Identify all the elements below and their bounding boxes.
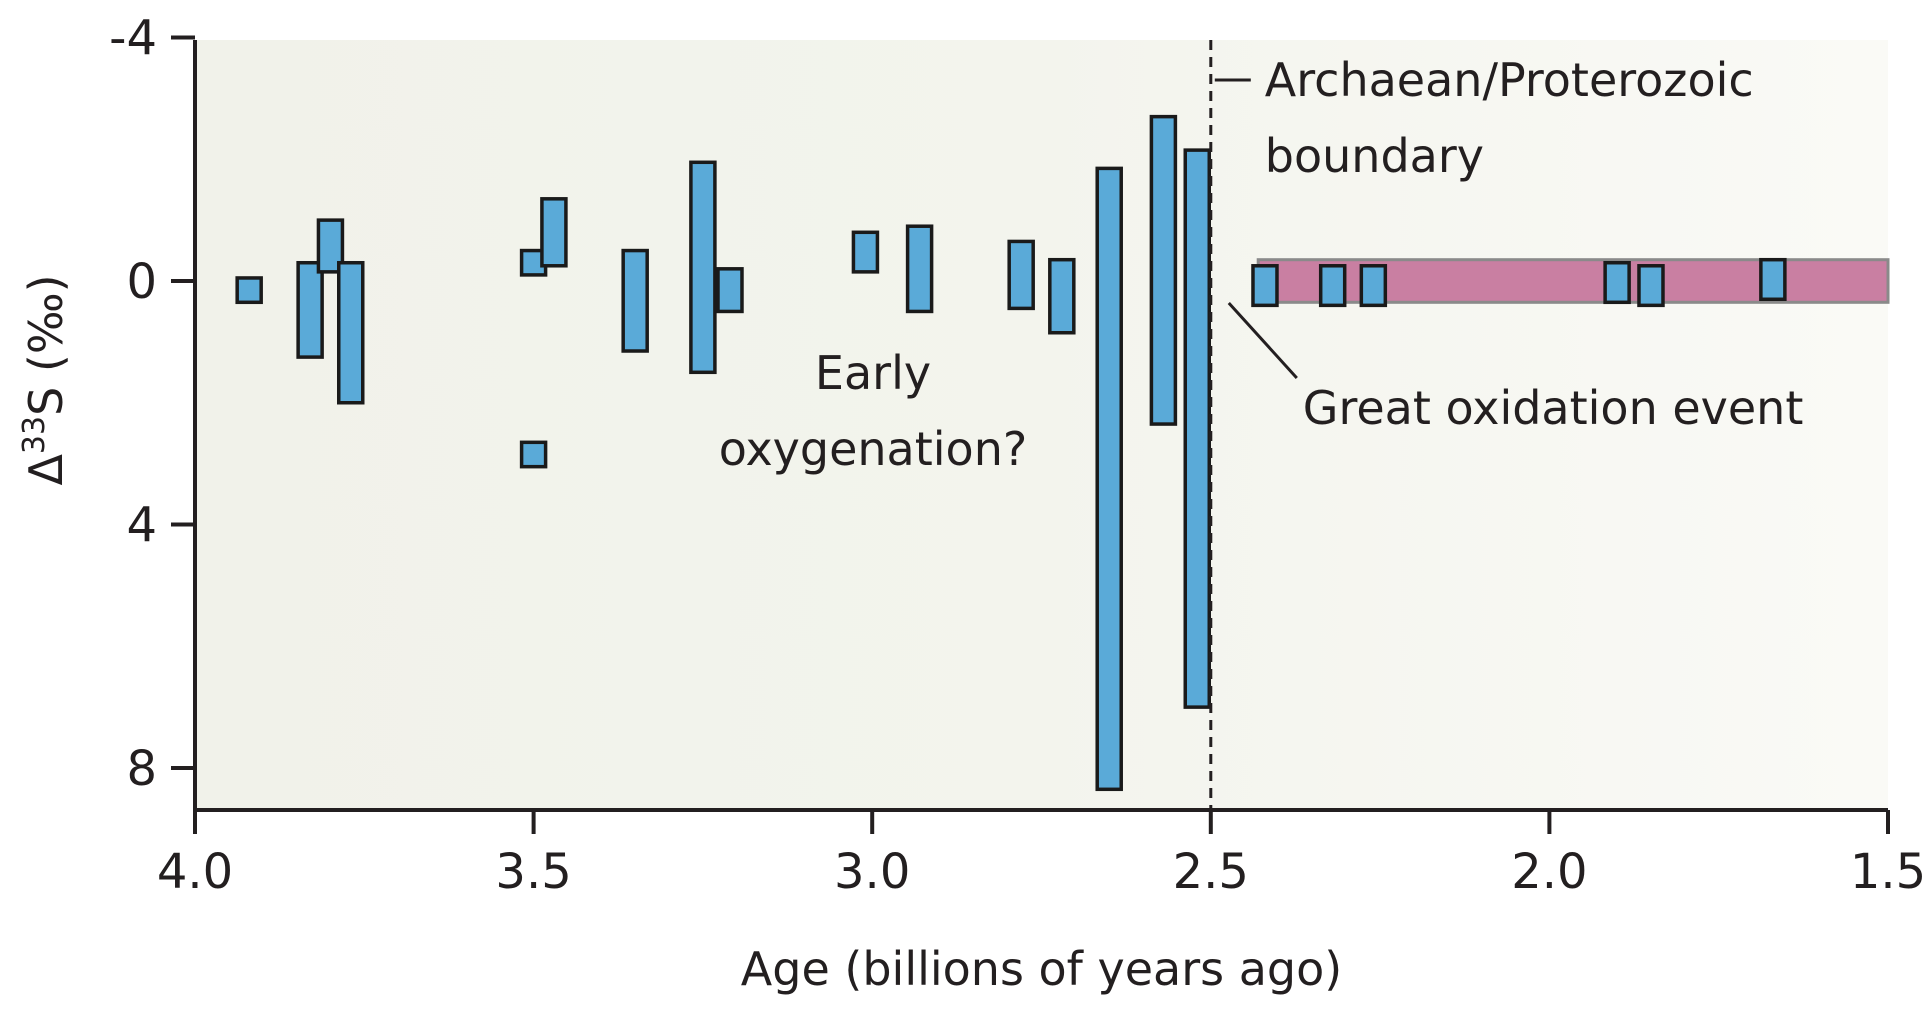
x-tick-label-3.5: 3.5: [495, 844, 571, 900]
range-bar-10: [716, 267, 744, 314]
early-oxygenation-annotation-line1: Early: [815, 346, 931, 400]
range-bar-23: [1759, 257, 1787, 302]
bars-group: [235, 114, 1787, 792]
range-bar-9: [689, 160, 717, 375]
x-ticks-group: 4.0 3.5 3.0 2.5 2.0 1.5: [157, 810, 1926, 900]
range-bar-21: [1603, 260, 1631, 305]
range-bar-1: [235, 276, 263, 305]
x-tick-label-1.5: 1.5: [1850, 844, 1926, 900]
proterozoic-band: [1256, 258, 1890, 304]
y-tick-label-8: 8: [126, 741, 157, 797]
range-bar-11: [851, 230, 880, 274]
axes-group: [193, 40, 1888, 812]
range-bar-17: [1183, 148, 1212, 709]
range-bar-8: [621, 248, 649, 353]
range-bar-13: [1007, 239, 1035, 311]
y-axis-title: Δ33S (‰): [17, 274, 73, 485]
range-bar-16: [1149, 114, 1178, 426]
y-tick-label-4: 4: [126, 498, 157, 554]
range-bar-19: [1318, 264, 1347, 308]
y-axis-title-superscript: 33: [17, 416, 52, 454]
y-axis-title-rest: S (‰): [19, 274, 73, 415]
boundary-annotation-line1: Archaean/Proterozoic: [1265, 53, 1754, 107]
x-axis-title: Age (billions of years ago): [741, 942, 1342, 996]
range-bar-7: [519, 440, 548, 469]
y-ticks-group: -4 0 4 8: [109, 11, 195, 797]
range-bar-2: [296, 260, 324, 359]
y-axis-title-delta: Δ: [19, 454, 73, 486]
y-tick-label--4: -4: [109, 11, 157, 67]
range-bar-22: [1637, 264, 1665, 308]
range-bar-6: [540, 197, 568, 268]
plot-background: [195, 40, 1888, 810]
range-bar-18: [1251, 264, 1279, 308]
range-bar-14: [1048, 257, 1076, 335]
range-bar-20: [1359, 264, 1388, 308]
goe-annotation: Great oxidation event: [1303, 381, 1804, 435]
x-tick-label-2.5: 2.5: [1173, 844, 1249, 900]
goe-annotation-leader: [1227, 301, 1298, 380]
range-bar-12: [905, 224, 934, 314]
early-oxygenation-annotation-line2: oxygenation?: [719, 422, 1028, 476]
boundary-annotation-line2: boundary: [1265, 129, 1484, 183]
y-tick-label-0: 0: [126, 254, 157, 310]
range-bar-4: [337, 260, 365, 405]
x-tick-label-4.0: 4.0: [157, 844, 233, 900]
x-tick-label-2.0: 2.0: [1511, 844, 1587, 900]
x-tick-label-3.0: 3.0: [834, 844, 910, 900]
range-bar-15: [1095, 166, 1123, 792]
